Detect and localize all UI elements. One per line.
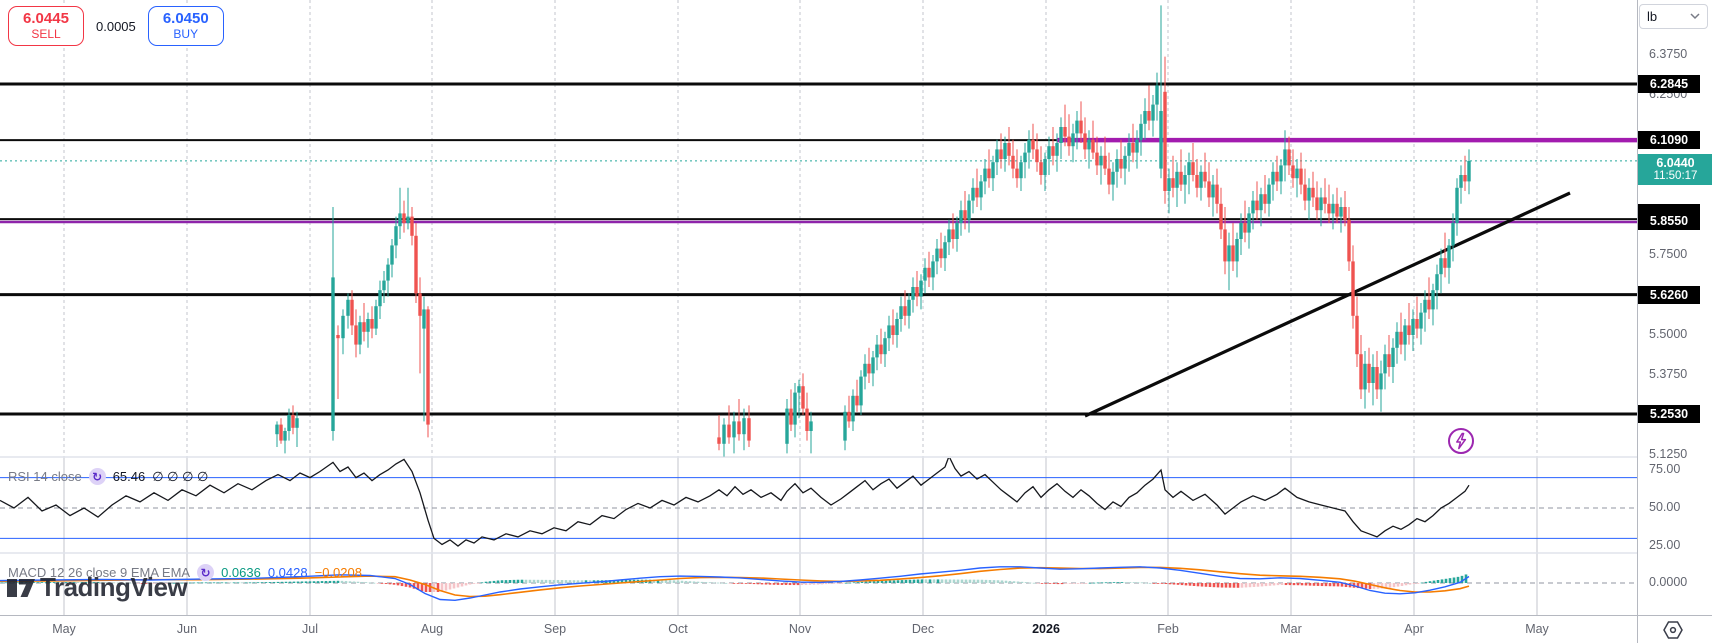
current-price-label: 6.0440 11:50:17: [1638, 153, 1712, 185]
rsi-scale-tick: 75.00: [1649, 462, 1681, 476]
refresh-icon: ↻: [197, 564, 215, 581]
macd-lines: [0, 566, 1470, 602]
rsi-scale-tick: 25.00: [1649, 538, 1681, 552]
price-tick: 5.7500: [1649, 247, 1688, 261]
sell-button[interactable]: 6.0445 SELL: [8, 6, 84, 46]
price-level-label: 5.6260: [1638, 285, 1700, 304]
chevron-down-icon: [1690, 13, 1700, 20]
candles-series: [275, 5, 1471, 457]
month-tick: Feb: [1157, 622, 1179, 636]
rsi-null-values: ∅ ∅ ∅ ∅: [152, 468, 209, 484]
rsi-value: 65.46: [112, 469, 146, 484]
trendline: [1084, 191, 1571, 418]
month-tick: May: [52, 622, 76, 636]
price-tick: 5.5000: [1649, 327, 1688, 341]
sell-label: SELL: [31, 27, 61, 42]
buy-label: BUY: [173, 27, 199, 42]
current-price: 6.0440: [1656, 155, 1695, 170]
time-axis-corner: [1637, 616, 1712, 643]
rsi-scale-tick: 50.00: [1649, 500, 1681, 514]
lightning-icon[interactable]: [1447, 427, 1475, 460]
symbol-label: lb: [1647, 9, 1658, 24]
macd-legend[interactable]: MACD 12 26 close 9 EMA EMA ↻ 0.0636 0.04…: [8, 564, 362, 581]
price-tick: 5.3750: [1649, 367, 1688, 381]
tradingview-watermark: TradingView: [6, 572, 188, 603]
rsi-line: [0, 458, 1470, 547]
gridlines: [63, 0, 1538, 615]
rsi-title: RSI 14 close: [8, 469, 82, 484]
symbol-search-box[interactable]: lb: [1639, 4, 1708, 29]
price-tick: 6.3750: [1649, 47, 1688, 61]
buy-button[interactable]: 6.0450 BUY: [147, 6, 224, 46]
price-axis[interactable]: 6.3750 6.2500 5.7500 5.5000 5.3750 5.1250 75.0…: [1637, 0, 1712, 615]
macd-scale-tick: 0.0000: [1649, 575, 1688, 589]
order-panel: 6.0445 SELL 0.0005 6.0450 BUY: [8, 6, 224, 46]
macd-signal-value: −0.0208: [314, 565, 362, 580]
price-tick: 5.1250: [1649, 447, 1688, 461]
month-tick: Dec: [911, 622, 935, 636]
price-level-label: 6.1090: [1638, 131, 1700, 150]
month-tick: Aug: [420, 622, 444, 636]
refresh-icon: ↻: [88, 468, 106, 485]
macd-histogram-value: 0.0636: [221, 565, 261, 580]
month-tick: Sep: [543, 622, 567, 636]
month-tick: Nov: [788, 622, 812, 636]
sell-price: 6.0445: [23, 9, 69, 27]
month-tick: Oct: [668, 622, 688, 636]
month-tick: May: [1525, 622, 1549, 636]
buy-price: 6.0450: [162, 9, 209, 27]
month-tick: Apr: [1404, 622, 1424, 636]
time-axis[interactable]: May Jun Jul Aug Sep Oct Nov Dec 2026 Feb Mar Apr May: [0, 615, 1712, 643]
countdown-timer: 11:50:17: [1653, 169, 1698, 182]
macd-title: MACD 12 26 close 9 EMA EMA: [8, 565, 191, 580]
level-lines: [0, 82, 1637, 416]
price-level-label: 6.2845: [1638, 74, 1700, 93]
spread-value: 0.0005: [96, 18, 136, 34]
tradingview-logo-icon: [7, 578, 35, 597]
month-tick: 2026: [1032, 622, 1060, 636]
price-level-label: 5.2530: [1638, 405, 1700, 424]
macd-line-value: 0.0428: [267, 565, 308, 580]
price-level-label: 5.8550: [1638, 212, 1700, 231]
month-tick: Mar: [1280, 622, 1302, 636]
rsi-legend[interactable]: RSI 14 close ↻ 65.46 ∅ ∅ ∅ ∅: [8, 468, 208, 485]
month-tick: Jun: [176, 622, 198, 636]
candlestick-chart[interactable]: [0, 0, 1637, 615]
month-tick: Jul: [302, 622, 318, 636]
watermark-text: TradingView: [40, 572, 188, 602]
hexagon-eye-icon[interactable]: [1663, 621, 1683, 643]
